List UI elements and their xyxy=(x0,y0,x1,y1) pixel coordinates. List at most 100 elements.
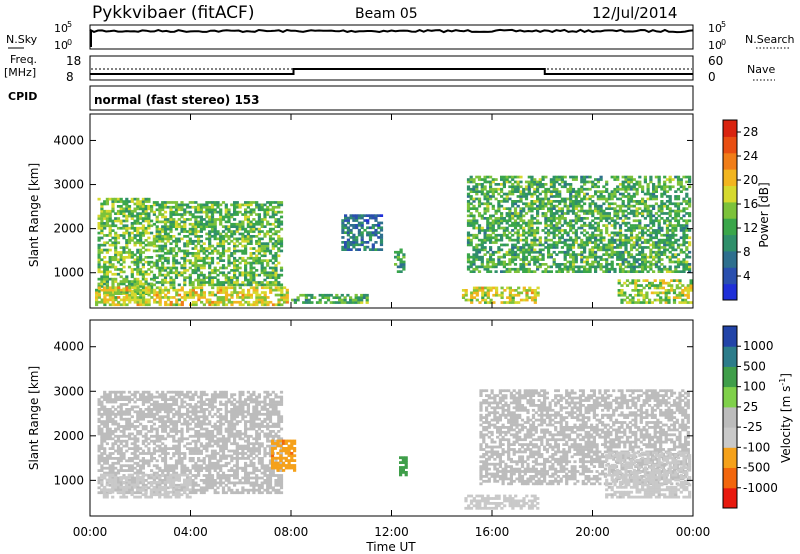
echo-cell xyxy=(111,432,115,436)
echo-cell xyxy=(599,265,603,269)
echo-cell xyxy=(638,224,642,227)
echo-cell xyxy=(210,222,215,226)
colorbar-frame xyxy=(722,119,738,301)
echo-cell xyxy=(122,469,126,472)
echo-cell xyxy=(360,221,364,225)
echo-cell xyxy=(632,214,636,218)
echo-cell xyxy=(349,298,353,302)
echo-cell xyxy=(663,212,667,215)
echo-cell xyxy=(100,442,104,446)
echo-cell xyxy=(594,226,598,230)
echo-cell xyxy=(618,183,623,186)
echo-cell xyxy=(489,246,493,249)
echo-cell xyxy=(627,202,631,206)
echo-cell xyxy=(360,233,364,237)
echo-cell xyxy=(668,197,672,201)
echo-cell xyxy=(141,461,145,465)
echo-cell xyxy=(260,244,264,248)
echo-cell xyxy=(547,224,551,227)
echo-cell xyxy=(136,444,140,448)
echo-cell xyxy=(486,224,490,227)
echo-cell xyxy=(194,210,198,214)
echo-cell xyxy=(605,231,609,235)
echo-cell xyxy=(596,180,600,184)
echo-cell xyxy=(224,215,228,219)
echo-cell xyxy=(271,227,275,231)
echo-cell xyxy=(357,296,361,299)
echo-cell xyxy=(241,203,245,207)
echo-cell xyxy=(158,232,162,236)
echo-cell xyxy=(136,222,140,225)
echo-cell xyxy=(624,258,628,261)
echo-cell xyxy=(555,253,559,256)
echo-cell xyxy=(580,187,584,191)
echo-cell xyxy=(646,270,650,273)
echo-cell xyxy=(199,218,203,221)
echo-cell xyxy=(635,270,639,273)
echo-cell xyxy=(188,227,192,231)
echo-cell xyxy=(119,488,123,492)
echo-cell xyxy=(569,253,573,256)
echo-cell xyxy=(676,214,681,218)
echo-cell xyxy=(648,284,652,287)
echo-cell xyxy=(274,283,278,287)
echo-cell xyxy=(224,276,228,279)
echo-cell xyxy=(321,293,325,297)
echo-cell xyxy=(103,466,107,470)
echo-cell xyxy=(663,248,667,252)
echo-cell xyxy=(638,183,642,186)
echo-cell xyxy=(399,260,403,264)
echo-cell xyxy=(144,452,148,455)
echo-cell xyxy=(130,457,134,460)
echo-cell xyxy=(638,236,642,240)
echo-cell xyxy=(257,203,261,207)
echo-cell xyxy=(685,202,689,206)
echo-cell xyxy=(150,398,154,401)
echo-cell xyxy=(224,286,229,290)
echo-cell xyxy=(676,263,681,266)
echo-cell xyxy=(536,243,540,247)
echo-cell xyxy=(588,202,592,206)
echo-cell xyxy=(652,221,656,225)
nsearch-tick-top-exp: 5 xyxy=(721,20,726,29)
echo-cell xyxy=(150,209,154,213)
echo-cell xyxy=(177,249,181,253)
echo-cell xyxy=(252,225,256,228)
echo-cell xyxy=(607,255,611,259)
echo-cell xyxy=(607,270,611,273)
echo-cell xyxy=(596,226,600,230)
echo-cell xyxy=(477,204,482,208)
echo-cell xyxy=(602,248,606,252)
echo-cell xyxy=(522,253,526,256)
echo-cell xyxy=(552,260,556,264)
echo-cell xyxy=(566,253,570,256)
echo-cell xyxy=(255,239,259,243)
echo-cell xyxy=(524,236,529,240)
echo-cell xyxy=(638,258,642,261)
echo-cell xyxy=(605,265,609,269)
echo-cell xyxy=(536,185,540,189)
echo-cell xyxy=(269,291,273,294)
echo-cell xyxy=(197,215,201,219)
echo-cell xyxy=(594,178,598,181)
echo-cell xyxy=(544,224,548,227)
echo-cell xyxy=(260,225,264,228)
echo-cell xyxy=(139,256,143,259)
echo-cell xyxy=(505,207,509,210)
echo-cell xyxy=(618,231,623,235)
echo-cell xyxy=(169,269,173,272)
echo-cell xyxy=(97,449,101,453)
echo-cell xyxy=(144,256,148,259)
echo-cell xyxy=(486,175,490,179)
echo-cell xyxy=(100,275,104,279)
echo-cell xyxy=(208,235,212,238)
echo-cell xyxy=(344,243,348,247)
echo-cell xyxy=(618,253,623,256)
echo-cell xyxy=(652,224,656,227)
echo-cell xyxy=(199,259,203,262)
echo-cell xyxy=(500,233,504,237)
echo-cell xyxy=(136,277,140,281)
echo-cell xyxy=(623,293,627,297)
echo-cell xyxy=(266,205,270,209)
echo-cell xyxy=(133,234,137,237)
